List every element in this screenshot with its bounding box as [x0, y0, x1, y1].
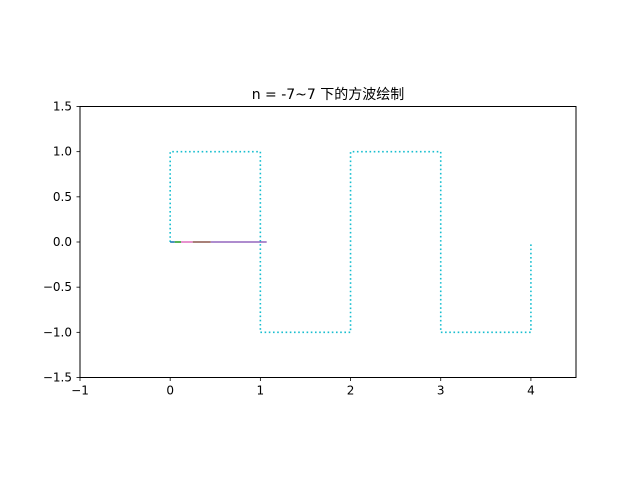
y-tick-label: −0.5: [43, 280, 72, 294]
x-tick-label: 1: [257, 384, 265, 398]
x-tick-label: 4: [527, 384, 535, 398]
y-tick-label: −1.0: [43, 325, 72, 339]
plot-area-frame: [79, 106, 577, 378]
y-tick-label: 1.0: [53, 145, 72, 159]
x-tick-label: 3: [437, 384, 445, 398]
y-tick-label: −1.5: [43, 371, 72, 385]
x-tick-label: 0: [166, 384, 174, 398]
y-tick-label: 0.0: [53, 235, 72, 249]
square-wave-dotted-line: [169, 150, 532, 334]
chart-title: n = -7~7 下的方波绘制: [252, 87, 405, 103]
x-tick-label: −1: [71, 384, 89, 398]
y-tick-label: 1.5: [53, 100, 72, 114]
series-layer: [169, 150, 532, 334]
y-tick-label: 0.5: [53, 190, 72, 204]
x-tick-label: 2: [347, 384, 355, 398]
ticks-layer: −1 0 1 2 3 4 −1.5 −1.0 −0.5 0.0 0.5 1.0 1.5: [43, 100, 535, 398]
